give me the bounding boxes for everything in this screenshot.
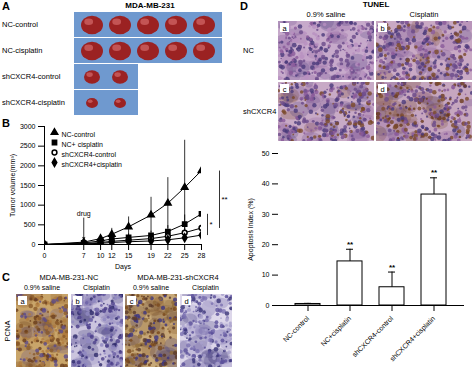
svg-text:2500: 2500 [20,142,36,149]
html-text:C: C [2,271,10,283]
html-text:0.9% saline: 0.9% saline [23,284,61,291]
html-text:NC-control: NC-control [2,20,38,29]
svg-text:NC+ cisplatin: NC+ cisplatin [62,141,104,149]
svg-text:drug: drug [77,210,91,218]
svg-text:b: b [75,297,79,306]
html-text:Cisplatin: Cisplatin [83,284,110,291]
svg-text:a: a [282,24,287,33]
html-text:Cisplatin: Cisplatin [192,284,219,291]
svg-text:15: 15 [125,252,133,259]
svg-text:10: 10 [97,252,105,259]
svg-text:NC+cisplatin: NC+cisplatin [319,315,353,349]
html-text:Cisplatin: Cisplatin [409,10,439,19]
html-text:MDA-MB-231-shCXCR4: MDA-MB-231-shCXCR4 [137,273,219,282]
svg-text:2000: 2000 [20,162,36,169]
svg-text:**: ** [389,263,396,272]
svg-text:1000: 1000 [20,201,36,208]
html-text:A: A [2,0,10,12]
html-text:NC-cisplatin: NC-cisplatin [2,46,43,55]
svg-text:Apoptosis Index (%): Apoptosis Index (%) [247,198,255,261]
svg-text:7: 7 [82,252,86,259]
svg-text:d: d [380,85,384,94]
svg-text:0: 0 [43,252,47,259]
html-text:MDA-MB-231-NC: MDA-MB-231-NC [39,273,99,282]
svg-text:28: 28 [198,252,206,259]
svg-text:**: ** [222,195,228,204]
svg-text:1500: 1500 [20,182,36,189]
html-text:B: B [2,117,10,129]
svg-text:shCXCR4-control: shCXCR4-control [351,314,395,358]
html-text:MDA-MB-231: MDA-MB-231 [125,1,175,10]
svg-text:shCXCR4-control: shCXCR4-control [62,151,117,158]
svg-text:d: d [184,297,188,306]
html-text:NC: NC [243,45,254,55]
html-text:shCXCR4: shCXCR4 [243,106,277,116]
html-text:0.9% saline: 0.9% saline [132,284,170,291]
html-text:PCNA: PCNA [3,320,13,342]
svg-text:500: 500 [24,221,36,228]
svg-text:*: * [210,220,213,229]
svg-text:30: 30 [262,211,270,218]
svg-text:0: 0 [32,241,36,248]
svg-text:shCXCR4+cisplatin: shCXCR4+cisplatin [62,161,123,169]
svg-text:b: b [380,24,384,33]
html-text:shCXCR4-control: shCXCR4-control [2,72,61,81]
svg-text:12: 12 [108,252,116,259]
svg-text:NC-control: NC-control [62,131,96,138]
svg-text:c: c [283,85,287,94]
svg-text:a: a [20,297,25,306]
svg-text:22: 22 [164,252,172,259]
svg-text:**: ** [347,240,354,249]
svg-text:10: 10 [262,271,270,278]
svg-text:50: 50 [262,150,270,157]
svg-text:0: 0 [266,302,270,309]
svg-text:Days: Days [115,263,131,271]
html-text:D: D [240,0,248,12]
svg-text:20: 20 [262,241,270,248]
svg-text:NC-control: NC-control [282,314,311,343]
html-text:0.9% saline: 0.9% saline [306,10,346,19]
html-text:TUNEL: TUNEL [362,0,390,9]
svg-text:c: c [130,297,134,306]
html-text:shCXCR4-cisplatin: shCXCR4-cisplatin [2,98,65,107]
svg-text:3000: 3000 [20,123,36,130]
svg-text:Tumor volume(mm³): Tumor volume(mm³) [9,154,17,217]
svg-text:shCXCR4+cisplatin: shCXCR4+cisplatin [389,315,438,364]
svg-text:19: 19 [147,252,155,259]
svg-text:25: 25 [181,252,189,259]
svg-text:**: ** [431,168,438,177]
svg-text:40: 40 [262,180,270,187]
